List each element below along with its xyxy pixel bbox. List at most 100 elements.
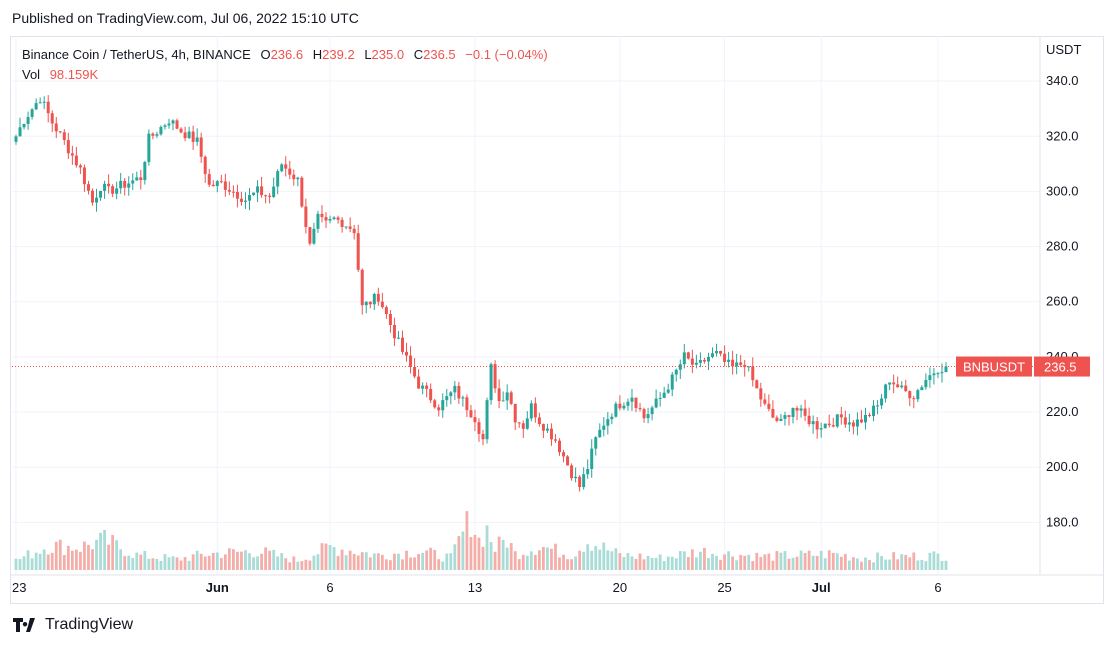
y-tick-label: 180.0 [1046, 514, 1079, 529]
volume-bar [815, 555, 819, 570]
volume-bar [401, 559, 404, 570]
chart-legend: Binance Coin / TetherUS, 4h, BINANCE O23… [22, 45, 548, 85]
candle-body [594, 437, 598, 449]
candle-body [916, 390, 920, 400]
volume-bar [58, 539, 62, 570]
candle-body [920, 387, 924, 391]
candle-body [489, 364, 493, 401]
volume-bar [292, 556, 296, 570]
volume-bar [586, 544, 590, 570]
candle-body [549, 428, 553, 440]
candle-body [815, 421, 819, 430]
volume-bar [38, 553, 42, 570]
candle-body [115, 188, 119, 194]
candle-body [99, 190, 103, 198]
tradingview-logo[interactable]: TradingView [13, 616, 133, 634]
candle-body [356, 233, 360, 270]
candle-body [509, 392, 513, 404]
candle-body [610, 416, 614, 420]
volume-bar [880, 555, 883, 570]
open-label: O [260, 47, 271, 62]
candle-body [119, 180, 123, 189]
volume-bar [610, 551, 614, 570]
y-tick-label: 300.0 [1046, 183, 1079, 198]
volume-bar [843, 554, 847, 570]
candle-body [739, 362, 743, 365]
candle-body [513, 403, 517, 423]
candle-body [586, 468, 590, 475]
candle-body [268, 195, 272, 197]
price-tag-layer: BNBUSDT 236.5 [956, 356, 1090, 377]
candle-body [437, 407, 441, 411]
volume-bar [380, 554, 384, 570]
candle-body [219, 181, 223, 183]
candle-body [787, 415, 791, 417]
candle-body [694, 362, 698, 365]
volume-bar [827, 550, 831, 570]
volume-bar [517, 559, 521, 570]
volume-bar [227, 548, 231, 570]
candle-body [686, 352, 690, 359]
volume-bar [638, 553, 642, 570]
candle-body [139, 177, 143, 181]
candle-body [384, 307, 388, 315]
candle-body [843, 417, 847, 425]
candle-body [501, 400, 505, 402]
candle-body [646, 414, 650, 419]
volume-bar [260, 553, 263, 570]
candle-body [392, 324, 396, 339]
high-label: H [312, 47, 323, 62]
candle-body [22, 123, 26, 128]
volume-bar [179, 560, 183, 570]
volume-bar [743, 555, 747, 570]
volume-bar [127, 555, 131, 570]
volume-bar [614, 548, 618, 570]
candle-body [525, 418, 529, 429]
candle-body [300, 177, 304, 207]
volume-bar [900, 554, 904, 570]
candle-body [855, 419, 859, 427]
candle-body [103, 183, 107, 191]
candle-body [151, 133, 155, 136]
volume-bar [578, 550, 582, 570]
candle-body [348, 226, 352, 229]
volume-bar [550, 548, 553, 570]
volume-bar [525, 555, 529, 570]
open-value: 236.6 [270, 47, 304, 62]
y-tick-label: 280.0 [1046, 239, 1079, 254]
volume-bar [131, 558, 135, 570]
candle-body [453, 385, 457, 393]
x-tick-label: 25 [717, 580, 731, 595]
x-tick-label: Jul [812, 580, 831, 595]
candle-body [147, 133, 151, 162]
price-tag-label: 236.5 [1044, 360, 1077, 375]
y-tick-label: 200.0 [1046, 459, 1079, 474]
volume-bar [163, 554, 167, 570]
candle-body [481, 433, 485, 440]
candle-body [457, 385, 461, 399]
candle-body [211, 184, 215, 187]
candle-body [835, 414, 839, 427]
candle-body [123, 180, 127, 188]
tradingview-logo-icon [13, 618, 35, 632]
candle-body [682, 352, 686, 365]
volume-bar [175, 557, 179, 570]
candle-body [111, 186, 115, 194]
x-tick-label: 23 [12, 580, 26, 595]
candle-body [706, 356, 710, 362]
candle-body [18, 127, 22, 137]
candle-body [690, 358, 694, 365]
low-label: L [364, 47, 372, 62]
candle-body [304, 206, 308, 228]
candle-body [936, 373, 940, 375]
candle-body [900, 385, 904, 388]
volume-bar [803, 552, 807, 570]
candle-body [493, 364, 497, 389]
volume-bar [686, 557, 690, 570]
candle-body [884, 384, 888, 399]
volume-bar [662, 561, 666, 570]
volume-bar [240, 551, 243, 570]
candle-body [670, 374, 674, 390]
candle-body [284, 164, 288, 169]
